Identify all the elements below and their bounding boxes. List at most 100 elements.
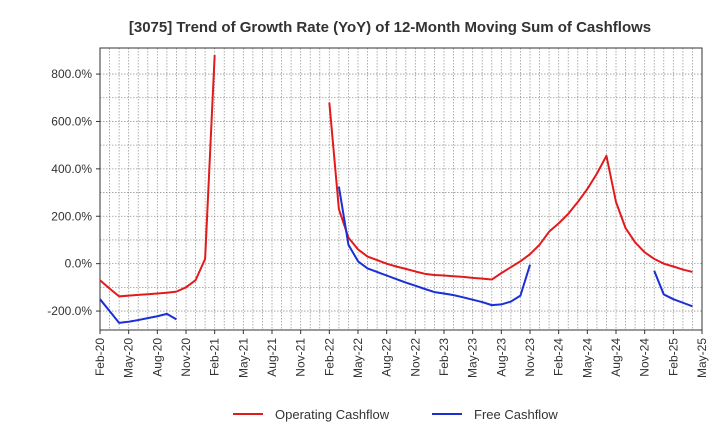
data-point: [644, 251, 646, 253]
data-point: [443, 293, 445, 295]
data-point: [328, 102, 330, 104]
data-point: [424, 273, 426, 275]
data-point: [424, 288, 426, 290]
data-point: [357, 248, 359, 250]
x-tick-label: May-24: [580, 338, 594, 378]
data-point: [166, 313, 168, 315]
x-tick-label: Aug-24: [609, 338, 623, 377]
data-point: [99, 279, 101, 281]
data-point: [156, 315, 158, 317]
data-point: [109, 310, 111, 312]
data-point: [577, 201, 579, 203]
data-point: [682, 302, 684, 304]
data-point: [529, 253, 531, 255]
data-point: [519, 295, 521, 297]
data-point: [376, 271, 378, 273]
data-point: [214, 54, 216, 56]
data-point: [672, 265, 674, 267]
data-point: [367, 267, 369, 269]
data-point: [376, 259, 378, 261]
data-point: [453, 275, 455, 277]
data-point: [118, 322, 120, 324]
data-point: [386, 263, 388, 265]
data-point: [405, 268, 407, 270]
data-point: [166, 292, 168, 294]
data-point: [414, 285, 416, 287]
data-point: [338, 208, 340, 210]
x-tick-label: May-23: [466, 338, 480, 378]
data-point: [414, 270, 416, 272]
data-point: [137, 319, 139, 321]
data-point: [195, 279, 197, 281]
data-point: [567, 213, 569, 215]
x-tick-label: Nov-23: [523, 338, 537, 377]
x-tick-label: Aug-22: [380, 338, 394, 377]
data-point: [605, 155, 607, 157]
data-point: [137, 294, 139, 296]
x-tick-label: Feb-20: [93, 338, 107, 376]
data-point: [367, 256, 369, 258]
data-point: [433, 291, 435, 293]
axes: -200.0% 0.0% 200.0% 400.0% 600.0% 800.0% Feb-2…: [47, 47, 709, 378]
data-point: [558, 222, 560, 224]
data-point: [672, 298, 674, 300]
data-point: [625, 227, 627, 229]
series-line-segment: [99, 298, 177, 324]
data-point: [519, 260, 521, 262]
data-point: [529, 264, 531, 266]
data-point: [109, 288, 111, 290]
data-point: [147, 317, 149, 319]
series-line-segment: [328, 102, 693, 281]
x-tick-label: May-20: [122, 338, 136, 378]
data-point: [472, 277, 474, 279]
data-point: [453, 294, 455, 296]
x-tick-label: May-22: [351, 338, 365, 378]
y-tick-label: 400.0%: [51, 162, 92, 176]
data-point: [347, 244, 349, 246]
data-point: [99, 298, 101, 300]
data-point: [500, 303, 502, 305]
data-point: [500, 272, 502, 274]
x-tick-label: Aug-21: [265, 338, 279, 377]
data-point: [395, 278, 397, 280]
legend: Operating Cashflow Free Cashflow: [233, 407, 558, 422]
series: [99, 54, 693, 324]
series-line-segment: [99, 55, 216, 298]
y-tick-label: 0.0%: [65, 257, 93, 271]
series-operating-cashflow: [99, 54, 693, 298]
series-line-segment: [653, 270, 693, 308]
data-point: [510, 301, 512, 303]
x-tick-label: May-25: [695, 338, 709, 378]
data-point: [185, 286, 187, 288]
x-tick-label: Feb-22: [322, 338, 336, 376]
data-point: [386, 275, 388, 277]
data-point: [395, 265, 397, 267]
plot-frame: [99, 47, 703, 331]
x-tick-label: Nov-21: [294, 338, 308, 377]
x-tick-label: Aug-23: [494, 338, 508, 377]
data-point: [539, 244, 541, 246]
data-point: [634, 241, 636, 243]
data-point: [682, 269, 684, 271]
y-tick-label: -200.0%: [47, 304, 92, 318]
data-point: [175, 291, 177, 293]
x-tick-label: Feb-21: [208, 338, 222, 376]
y-tick-label: 200.0%: [51, 209, 92, 223]
data-point: [663, 293, 665, 295]
data-point: [586, 188, 588, 190]
y-tick-label: 600.0%: [51, 114, 92, 128]
x-tick-label: May-21: [236, 338, 250, 378]
data-point: [481, 278, 483, 280]
x-tick-label: Feb-24: [552, 338, 566, 376]
x-tick-label: Aug-20: [150, 338, 164, 377]
data-point: [481, 301, 483, 303]
data-point: [462, 276, 464, 278]
legend-label-operating-cashflow: Operating Cashflow: [275, 407, 390, 422]
y-tick-label: 800.0%: [51, 67, 92, 81]
data-point: [462, 296, 464, 298]
x-tick-label: Nov-24: [638, 338, 652, 377]
data-point: [596, 173, 598, 175]
data-point: [128, 321, 130, 323]
